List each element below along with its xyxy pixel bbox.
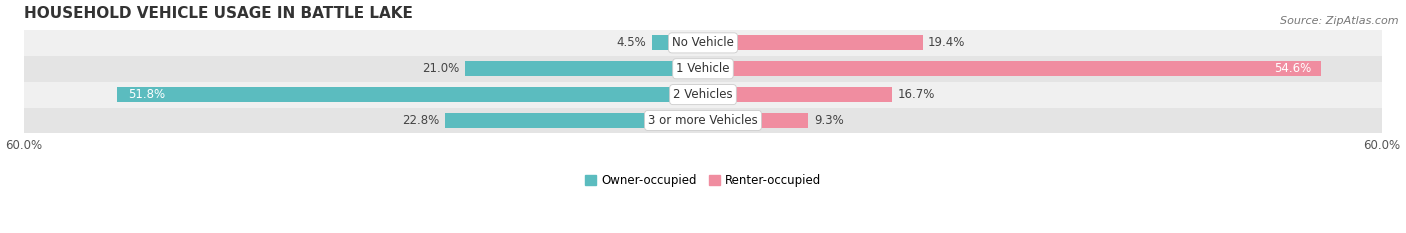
Bar: [24, 82, 1382, 107]
Bar: [117, 87, 703, 102]
Text: 22.8%: 22.8%: [402, 114, 439, 127]
Text: No Vehicle: No Vehicle: [672, 36, 734, 49]
Text: 16.7%: 16.7%: [897, 88, 935, 101]
Text: 2 Vehicles: 2 Vehicles: [673, 88, 733, 101]
Text: 4.5%: 4.5%: [617, 36, 647, 49]
Bar: [24, 30, 1382, 56]
Legend: Owner-occupied, Renter-occupied: Owner-occupied, Renter-occupied: [585, 174, 821, 187]
Text: 3 or more Vehicles: 3 or more Vehicles: [648, 114, 758, 127]
Text: 51.8%: 51.8%: [128, 88, 166, 101]
Bar: [703, 113, 808, 128]
Bar: [24, 56, 1382, 82]
Text: Source: ZipAtlas.com: Source: ZipAtlas.com: [1281, 16, 1399, 26]
Text: 1 Vehicle: 1 Vehicle: [676, 62, 730, 75]
Bar: [703, 35, 922, 50]
Bar: [652, 35, 703, 50]
Bar: [446, 113, 703, 128]
Bar: [24, 107, 1382, 133]
Bar: [703, 87, 891, 102]
Text: 54.6%: 54.6%: [1274, 62, 1312, 75]
Text: 21.0%: 21.0%: [422, 62, 460, 75]
Bar: [465, 61, 703, 76]
Text: 9.3%: 9.3%: [814, 114, 844, 127]
Bar: [703, 61, 1320, 76]
Text: 19.4%: 19.4%: [928, 36, 966, 49]
Text: HOUSEHOLD VEHICLE USAGE IN BATTLE LAKE: HOUSEHOLD VEHICLE USAGE IN BATTLE LAKE: [24, 6, 413, 21]
